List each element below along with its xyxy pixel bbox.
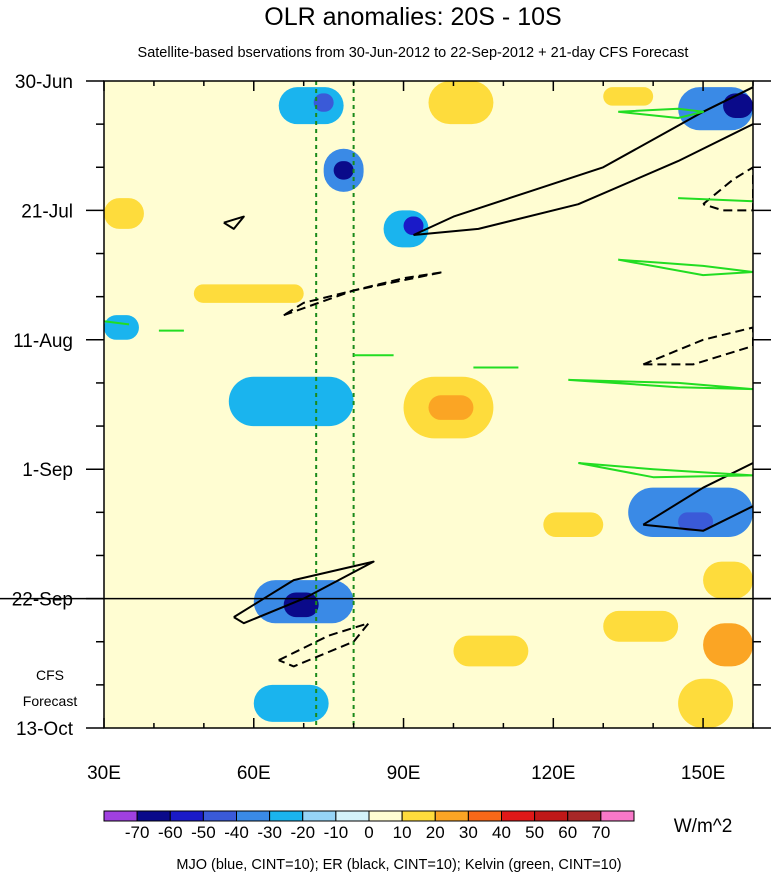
- chart-title: OLR anomalies: 20S - 10S: [264, 3, 561, 31]
- y-tick-label: 30-Jun: [15, 72, 73, 93]
- colorbar-tick-label: -20: [290, 823, 315, 842]
- y-tick-label: 22-Sep: [12, 590, 73, 611]
- colorbar-swatch: [302, 810, 337, 822]
- plot-area: [104, 81, 753, 728]
- colorbar-tick-label: -40: [224, 823, 249, 842]
- y-tick-label: 21-Jul: [21, 201, 73, 222]
- colorbar-tick-label: 60: [558, 823, 577, 842]
- colorbar: -70 -60 -50 -40 -30 -20 -10 0 10 20 30 40 50 60 70: [103, 810, 635, 842]
- colorbar-tick-label: 30: [459, 823, 478, 842]
- colorbar-swatch: [567, 810, 602, 822]
- colorbar-swatch: [236, 810, 271, 822]
- anomaly-cell: [543, 512, 604, 537]
- colorbar-tick-label: -60: [158, 823, 183, 842]
- colorbar-swatch: [534, 810, 569, 822]
- er-contour: [233, 560, 375, 625]
- reference-longitude-layer: [315, 81, 355, 728]
- x-axis: 30E 60E 90E 120E 150E: [87, 81, 754, 784]
- forecast-label-line-2: Forecast: [23, 693, 78, 709]
- anomaly-cell: [403, 216, 424, 236]
- colorbar-swatch: [202, 810, 237, 822]
- y-tick-label: 11-Aug: [13, 331, 73, 352]
- colorbar-swatch: [600, 810, 635, 822]
- x-tick-label: 150E: [681, 763, 725, 784]
- colorbar-tick-label: 70: [591, 823, 610, 842]
- colorbar-tick-label: -70: [125, 823, 150, 842]
- colorbar-tick-label: 0: [364, 823, 373, 842]
- filter-contour-layer: [104, 86, 753, 668]
- er-contour: [223, 215, 245, 230]
- anomaly-cell: [104, 315, 139, 340]
- plot-frame: [103, 80, 754, 729]
- x-tick-label: 30E: [87, 763, 121, 784]
- kelvin-contour: [618, 107, 705, 119]
- anomaly-cell: [104, 87, 134, 118]
- anomaly-cell: [723, 93, 753, 118]
- kelvin-contour: [618, 258, 753, 277]
- colorbar-tick-label: 10: [393, 823, 412, 842]
- y-tick-label: 1-Sep: [22, 460, 73, 481]
- x-tick-label: 60E: [237, 763, 271, 784]
- er-contour: [413, 123, 753, 236]
- anomaly-cell: [104, 198, 144, 229]
- colorbar-swatch: [368, 810, 403, 822]
- anomaly-cell: [253, 684, 329, 722]
- anomaly-cell: [428, 395, 474, 420]
- colorbar-swatch: [467, 810, 502, 822]
- anomaly-cell: [703, 561, 753, 599]
- anomaly-cell: [428, 81, 494, 125]
- anomaly-cell: [603, 610, 679, 642]
- colorbar-tick-label: -30: [257, 823, 282, 842]
- colorbar-tick-label: 40: [492, 823, 511, 842]
- er-contour: [278, 622, 370, 668]
- y-axis: 30-Jun 21-Jul 11-Aug 1-Sep 22-Sep 13-Oct: [12, 72, 771, 740]
- colorbar-swatch: [434, 810, 469, 822]
- colorbar-swatch: [501, 810, 536, 822]
- colorbar-tick-label: -10: [324, 823, 349, 842]
- er-contour: [283, 271, 445, 317]
- anomaly-cell: [603, 87, 654, 106]
- anomaly-cell: [333, 161, 354, 180]
- y-tick-label: 13-Oct: [16, 719, 74, 740]
- x-tick-label: 90E: [387, 763, 421, 784]
- anomaly-shading-layer: [104, 81, 753, 728]
- colorbar-swatch: [335, 810, 370, 822]
- kelvin-contour: [678, 197, 753, 203]
- anomaly-cell: [313, 93, 334, 112]
- anomaly-cell: [443, 500, 494, 537]
- anomaly-cell: [678, 678, 734, 728]
- chart-subtitle: Satellite-based bservations from 30-Jun-…: [138, 45, 689, 61]
- anomaly-cell: [678, 512, 714, 531]
- kelvin-contour: [104, 320, 130, 326]
- x-tick-label: 120E: [531, 763, 575, 784]
- colorbar-swatch: [103, 810, 138, 822]
- er-contour: [643, 505, 753, 532]
- kelvin-contour: [568, 378, 753, 391]
- anomaly-cell: [193, 284, 304, 303]
- anomaly-cell: [228, 376, 354, 427]
- legend-caption: MJO (blue, CINT=10); ER (black, CINT=10)…: [176, 857, 621, 873]
- colorbar-swatch: [136, 810, 171, 822]
- colorbar-swatch: [169, 810, 204, 822]
- er-contour: [413, 86, 753, 236]
- anomaly-cell: [703, 623, 753, 667]
- anomaly-cell: [453, 635, 529, 667]
- er-contour: [642, 462, 753, 526]
- forecast-label-line-1: CFS: [36, 667, 64, 683]
- colorbar-swatch: [401, 810, 436, 822]
- er-contour: [702, 166, 753, 212]
- colorbar-tick-label: 20: [426, 823, 445, 842]
- anomaly-cell: [278, 87, 344, 125]
- colorbar-swatch: [269, 810, 304, 822]
- colorbar-tick-label: 50: [525, 823, 544, 842]
- kelvin-contour: [578, 462, 753, 479]
- colorbar-tick-label: -50: [191, 823, 216, 842]
- colorbar-units: W/m^2: [674, 816, 733, 837]
